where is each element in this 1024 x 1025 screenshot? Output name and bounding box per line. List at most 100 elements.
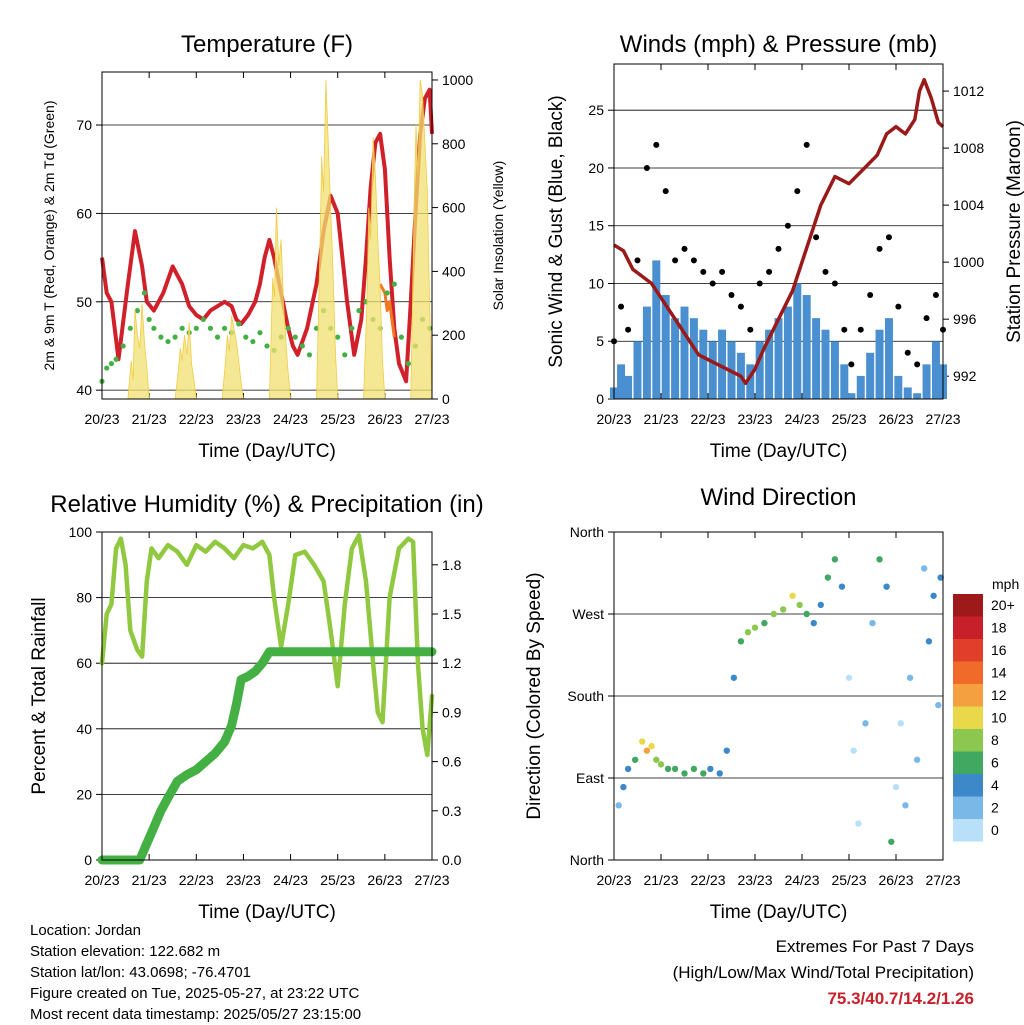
wind-bar [913,393,922,399]
y-tick-label: 60 [76,655,92,671]
y-right-axis-label: Station Pressure (Maroon) [1004,120,1024,343]
gust-point [841,326,848,333]
wind-bar [652,260,661,399]
direction-point [664,765,672,773]
y-tick-label: 60 [76,205,92,221]
x-tick-label: 21/23 [132,872,167,888]
wind-bar [617,364,626,399]
humidity-precip-panel: Relative Humidity (%) & Precipitation (i… [29,491,484,923]
colorbar-swatch [953,639,983,662]
y-right-tick-label: 1008 [953,140,984,156]
direction-point [869,619,876,627]
y-axis-label: Direction (Colored By Speed) [524,572,545,819]
y-tick-label: 20 [76,786,92,802]
direction-point [700,770,707,777]
chart-title: Winds (mph) & Pressure (mb) [620,31,937,58]
y-tick-label: 100 [69,524,93,540]
dewpoint-point [172,334,178,340]
direction-point [681,770,688,777]
direction-point [937,574,944,581]
wind-bar [931,341,940,399]
wind-bar [680,306,689,399]
y-right-axis-label: Solar Insolation (Yellow) [490,161,506,311]
dewpoint-point [292,334,298,340]
solar-series [102,79,433,400]
direction-point [862,720,869,727]
direction-point [845,674,853,681]
dewpoint-point [356,308,362,314]
gust-point [895,303,902,310]
y-tick-label: 40 [76,721,92,737]
gust-point [756,280,763,287]
gust-point [690,257,697,264]
wind-bar [821,329,830,399]
temp_2m-series [100,87,434,384]
colorbar-label: 6 [991,755,999,771]
station-latlon: Station lat/lon: 43.0698; -76.4701 [30,964,252,981]
colorbar-label: 20+ [991,597,1015,613]
y-right-tick-label: 0.9 [442,704,462,720]
gust-point [876,245,883,252]
gust-point [822,268,829,275]
gust-point [784,222,791,229]
colorbar-label: 4 [991,777,999,793]
x-tick-label: 27/23 [414,411,449,427]
gust-point [885,234,892,241]
direction-point [824,574,832,581]
plot-border [101,531,433,861]
y-tick-label: East [576,770,604,786]
y-right-tick-label: 800 [442,136,466,152]
y-tick-label: 20 [588,160,604,176]
wind-bar [884,318,893,399]
gust-point [662,188,669,195]
dewpoint-point [165,338,171,345]
y-tick-label: 80 [76,590,92,606]
y-tick-label: North [570,852,604,868]
direction-point [631,756,639,763]
direction-point [810,619,817,627]
dewpoint-point [193,325,199,331]
y-tick-label: 10 [588,275,604,291]
dewpoint-point [384,290,390,296]
x-tick-label: 20/23 [84,872,119,888]
y-right-tick-label: 0.3 [442,803,462,819]
dewpoint-point [391,281,397,287]
colorbar-swatch [953,819,983,842]
gust-point [719,268,726,275]
direction-point [925,638,933,645]
colorbar-label: 16 [991,642,1007,658]
x-axis-label: Time (Day/UTC) [198,902,336,923]
x-tick-label: 22/23 [179,411,214,427]
direction-point [913,756,921,763]
temp_9m-series [378,283,396,338]
direction-point [855,820,862,827]
direction-point [935,701,942,709]
dewpoint-point [285,325,291,331]
colorbar-label: 14 [991,665,1007,681]
x-tick-label: 20/23 [596,411,631,427]
y-tick-label: West [572,606,604,622]
wind-bar [812,318,821,399]
chart-title: Wind Direction [700,484,856,511]
x-tick-label: 23/23 [226,872,261,888]
x-tick-label: 24/23 [273,872,308,888]
x-axis-label: Time (Day/UTC) [198,441,336,462]
wind-bar [671,318,680,399]
precip-series [97,647,437,865]
dewpoint-point [120,343,126,349]
direction-point [671,765,679,773]
wind-bar [718,329,727,399]
gust-point [625,326,632,333]
y-right-tick-label: 400 [442,263,466,279]
x-tick-label: 27/23 [925,872,960,888]
figure-created: Figure created on Tue, 2025-05-27, at 23… [30,985,360,1002]
x-tick-label: 20/23 [84,411,119,427]
y-tick-label: 15 [588,218,604,234]
dewpoint-point [141,290,148,296]
gust-point [914,361,921,368]
colorbar-swatch [953,729,983,752]
x-tick-label: 26/23 [367,411,402,427]
direction-point [876,556,883,563]
